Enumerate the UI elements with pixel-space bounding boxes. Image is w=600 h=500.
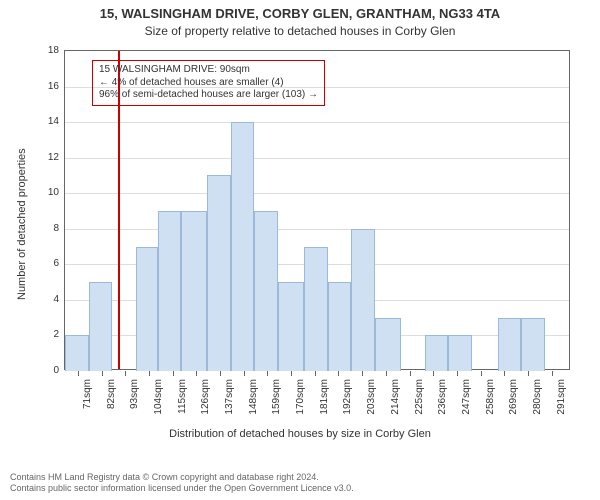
- histogram-bar: [158, 211, 182, 371]
- x-tick: [78, 371, 79, 376]
- histogram-bar: [328, 282, 352, 371]
- histogram-bar: [498, 318, 522, 371]
- x-tick-label: 247sqm: [461, 379, 472, 415]
- histogram-bar: [521, 318, 545, 371]
- gridline-h: [65, 158, 569, 159]
- x-axis-label: Distribution of detached houses by size …: [0, 428, 600, 440]
- histogram-bar: [231, 122, 255, 371]
- x-tick: [196, 371, 197, 376]
- chart-title-line2: Size of property relative to detached ho…: [0, 24, 600, 38]
- x-tick-label: 236sqm: [437, 379, 448, 415]
- x-tick-label: 115sqm: [177, 379, 188, 414]
- x-tick: [433, 371, 434, 376]
- x-tick-label: 203sqm: [366, 379, 377, 415]
- x-tick: [125, 371, 126, 376]
- x-tick-label: 148sqm: [248, 379, 259, 415]
- gridline-h: [65, 229, 569, 230]
- histogram-bar: [375, 318, 401, 371]
- y-axis-label: Number of detached properties: [16, 148, 28, 300]
- x-tick: [410, 371, 411, 376]
- gridline-h: [65, 122, 569, 123]
- x-tick: [528, 371, 529, 376]
- x-tick: [220, 371, 221, 376]
- x-tick-label: 258sqm: [485, 379, 496, 415]
- histogram-bar: [207, 175, 231, 371]
- footer-line1: Contains HM Land Registry data © Crown c…: [10, 472, 590, 483]
- x-tick: [338, 371, 339, 376]
- x-tick-label: 137sqm: [224, 379, 235, 415]
- y-tick-label: 14: [35, 116, 59, 127]
- x-tick: [552, 371, 553, 376]
- histogram-bar: [136, 247, 158, 371]
- x-tick-label: 126sqm: [200, 379, 211, 415]
- chart-container: 15, WALSINGHAM DRIVE, CORBY GLEN, GRANTH…: [0, 0, 600, 500]
- x-tick-label: 181sqm: [319, 379, 330, 415]
- annotation-line3: 96% of semi-detached houses are larger (…: [99, 89, 318, 102]
- y-tick-label: 0: [35, 365, 59, 376]
- y-tick-label: 18: [35, 45, 59, 56]
- y-tick-label: 10: [35, 187, 59, 198]
- histogram-bar: [89, 282, 113, 371]
- histogram-bar: [278, 282, 304, 371]
- annotation-box: 15 WALSINGHAM DRIVE: 90sqm ← 4% of detac…: [92, 60, 325, 106]
- x-tick-label: 225sqm: [414, 379, 425, 415]
- x-tick: [457, 371, 458, 376]
- x-tick: [481, 371, 482, 376]
- x-tick: [149, 371, 150, 376]
- histogram-bar: [254, 211, 278, 371]
- x-tick-label: 71sqm: [82, 379, 93, 409]
- x-tick: [315, 371, 316, 376]
- x-tick-label: 291sqm: [556, 379, 567, 415]
- x-tick-label: 170sqm: [295, 379, 306, 415]
- x-tick: [244, 371, 245, 376]
- x-tick: [267, 371, 268, 376]
- y-tick-label: 8: [35, 223, 59, 234]
- x-tick-label: 269sqm: [508, 379, 519, 415]
- x-tick-label: 159sqm: [271, 379, 282, 415]
- chart-title-line1: 15, WALSINGHAM DRIVE, CORBY GLEN, GRANTH…: [0, 6, 600, 21]
- gridline-h: [65, 193, 569, 194]
- x-tick-label: 93sqm: [129, 379, 140, 409]
- y-tick-label: 6: [35, 258, 59, 269]
- x-tick: [386, 371, 387, 376]
- x-tick: [362, 371, 363, 376]
- footer-line2: Contains public sector information licen…: [10, 483, 590, 494]
- histogram-bar: [351, 229, 375, 371]
- histogram-bar: [181, 211, 207, 371]
- y-tick-label: 4: [35, 294, 59, 305]
- x-tick-label: 280sqm: [532, 379, 543, 415]
- annotation-line1: 15 WALSINGHAM DRIVE: 90sqm: [99, 64, 318, 77]
- annotation-line2: ← 4% of detached houses are smaller (4): [99, 77, 318, 90]
- y-tick-label: 2: [35, 329, 59, 340]
- histogram-bar: [448, 335, 472, 371]
- x-tick-label: 82sqm: [106, 379, 117, 409]
- x-tick: [291, 371, 292, 376]
- histogram-bar: [65, 335, 89, 371]
- x-tick-label: 214sqm: [390, 379, 401, 415]
- x-tick: [102, 371, 103, 376]
- x-tick: [173, 371, 174, 376]
- histogram-bar: [304, 247, 328, 371]
- footer-text: Contains HM Land Registry data © Crown c…: [10, 472, 590, 494]
- histogram-bar: [425, 335, 449, 371]
- x-tick: [504, 371, 505, 376]
- y-tick-label: 12: [35, 152, 59, 163]
- y-tick-label: 16: [35, 81, 59, 92]
- x-tick-label: 104sqm: [153, 379, 164, 415]
- x-tick-label: 192sqm: [342, 379, 353, 415]
